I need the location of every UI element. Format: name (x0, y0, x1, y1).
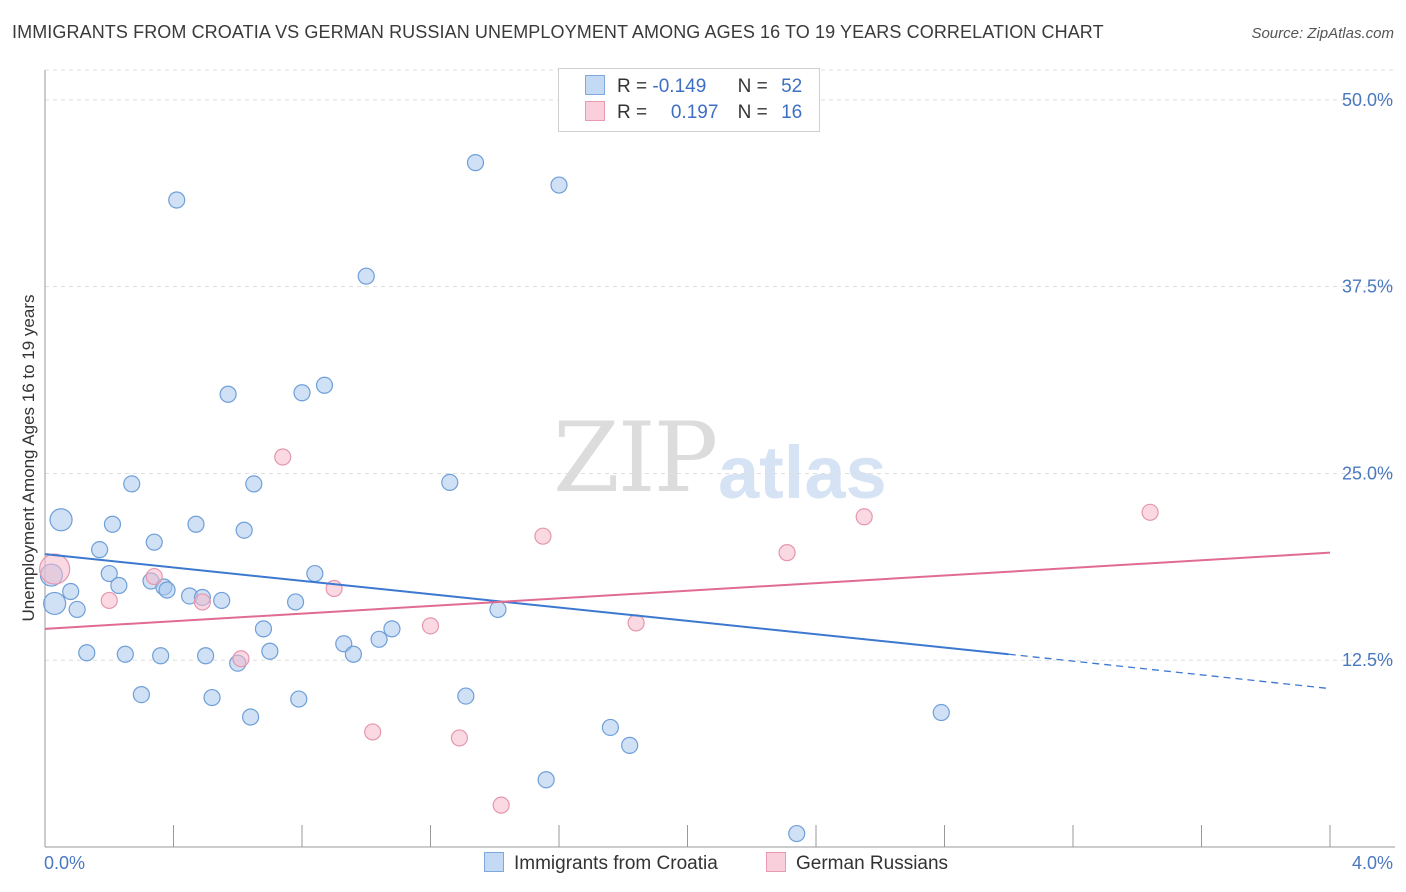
croatia-point (254, 620, 273, 638)
croatia-point (261, 642, 279, 660)
y-tick-label: 25.0% (1342, 463, 1393, 483)
german-russian-point (39, 553, 71, 585)
source-credit: Source: ZipAtlas.com (1251, 25, 1394, 42)
croatia-point (110, 576, 128, 595)
legend-row-german-russians: R = 0.197 N = 16 (585, 101, 802, 127)
bottom-swatch-croatia (484, 852, 504, 872)
croatia-point (187, 515, 205, 533)
german-russian-point (421, 617, 440, 635)
croatia-point (344, 645, 362, 663)
croatia-trend-line (44, 553, 1009, 656)
german-russian-point (274, 448, 292, 466)
bottom-legend-croatia: Immigrants from Croatia (484, 852, 718, 875)
y-tick-label: 12.5% (1342, 650, 1393, 670)
bottom-legend-label: Immigrants from Croatia (514, 853, 718, 874)
y-tick-label: 50.0% (1342, 90, 1393, 110)
german-russian-point (855, 508, 873, 526)
german-russian-trend-line (44, 551, 1331, 630)
croatia-point (235, 521, 253, 539)
croatia-point (103, 515, 122, 533)
croatia-point (91, 541, 109, 559)
croatia-point (315, 376, 334, 394)
croatia-point (293, 384, 311, 402)
y-axis-label: Unemployment Among Ages 16 to 19 years (19, 295, 38, 622)
correlation-legend: R = -0.149 N = 52 R = 0.197 N = 16 (558, 68, 820, 132)
legend-n-value: 52 (781, 76, 803, 97)
legend-n-label: N = (737, 102, 768, 123)
german-russian-point (450, 729, 469, 747)
croatia-point (537, 771, 555, 789)
legend-r-label: R = (617, 76, 648, 97)
croatia-point (203, 688, 221, 707)
croatia-point (49, 508, 73, 532)
x-tick-label: 4.0% (1352, 853, 1393, 873)
croatia-point (152, 647, 170, 665)
legend-swatch-croatia (585, 75, 605, 95)
german-russian-point (492, 796, 510, 814)
croatia-point (219, 385, 237, 403)
german-russian-point (1141, 503, 1159, 521)
croatia-point (621, 736, 639, 754)
legend-r-label: R = (617, 102, 648, 123)
croatia-point (213, 591, 231, 610)
y-tick-label: 37.5% (1342, 277, 1393, 297)
croatia-point (132, 685, 150, 704)
bottom-legend-label: German Russians (796, 853, 949, 874)
german-russian-point (100, 591, 118, 610)
croatia-point (168, 191, 186, 209)
german-russian-point (778, 544, 796, 562)
croatia-point (290, 690, 308, 708)
legend-n-value: 16 (781, 102, 803, 123)
watermark-zip: ZIP (553, 402, 718, 514)
croatia-point (123, 475, 141, 493)
croatia-point (601, 718, 620, 737)
croatia-point (286, 593, 305, 611)
legend-row-croatia: R = -0.149 N = 52 (585, 75, 802, 101)
croatia-point (242, 708, 260, 726)
german-russian-point (627, 614, 645, 632)
german-russian-point (232, 650, 250, 668)
chart-title: IMMIGRANTS FROM CROATIA VS GERMAN RUSSIA… (12, 22, 1104, 42)
croatia-point (788, 824, 806, 843)
croatia-point (68, 600, 86, 619)
legend-r-value: 0.197 (670, 102, 719, 123)
german-russian-point (534, 527, 552, 545)
croatia-trend-extension (1008, 653, 1331, 690)
croatia-point (145, 533, 163, 551)
croatia-point (441, 473, 459, 492)
croatia-point (306, 564, 324, 583)
croatia-point (197, 647, 215, 665)
x-tick-label: 0.0% (44, 853, 85, 873)
croatia-point (158, 581, 176, 599)
legend-swatch-german-russians (585, 101, 605, 121)
croatia-point (466, 154, 485, 172)
croatia-point (78, 644, 96, 662)
watermark-atlas: atlas (718, 431, 887, 514)
croatia-point (245, 475, 263, 493)
croatia-point (357, 267, 375, 285)
croatia-point (100, 564, 118, 583)
german-russian-point (145, 567, 163, 586)
croatia-point (383, 620, 401, 638)
bottom-swatch-german-russians (766, 852, 786, 872)
croatia-point (457, 687, 475, 705)
croatia-point (43, 591, 67, 616)
croatia-point (550, 176, 568, 194)
german-russian-point (364, 723, 382, 741)
bottom-legend-german-russians: German Russians (766, 852, 948, 875)
croatia-point (116, 645, 134, 663)
croatia-point (489, 600, 507, 619)
croatia-point (370, 630, 388, 648)
legend-r-value: -0.149 (652, 76, 707, 97)
croatia-point (62, 582, 80, 601)
legend-n-label: N = (737, 76, 768, 97)
croatia-point (932, 703, 950, 722)
german-russian-point (193, 593, 212, 611)
